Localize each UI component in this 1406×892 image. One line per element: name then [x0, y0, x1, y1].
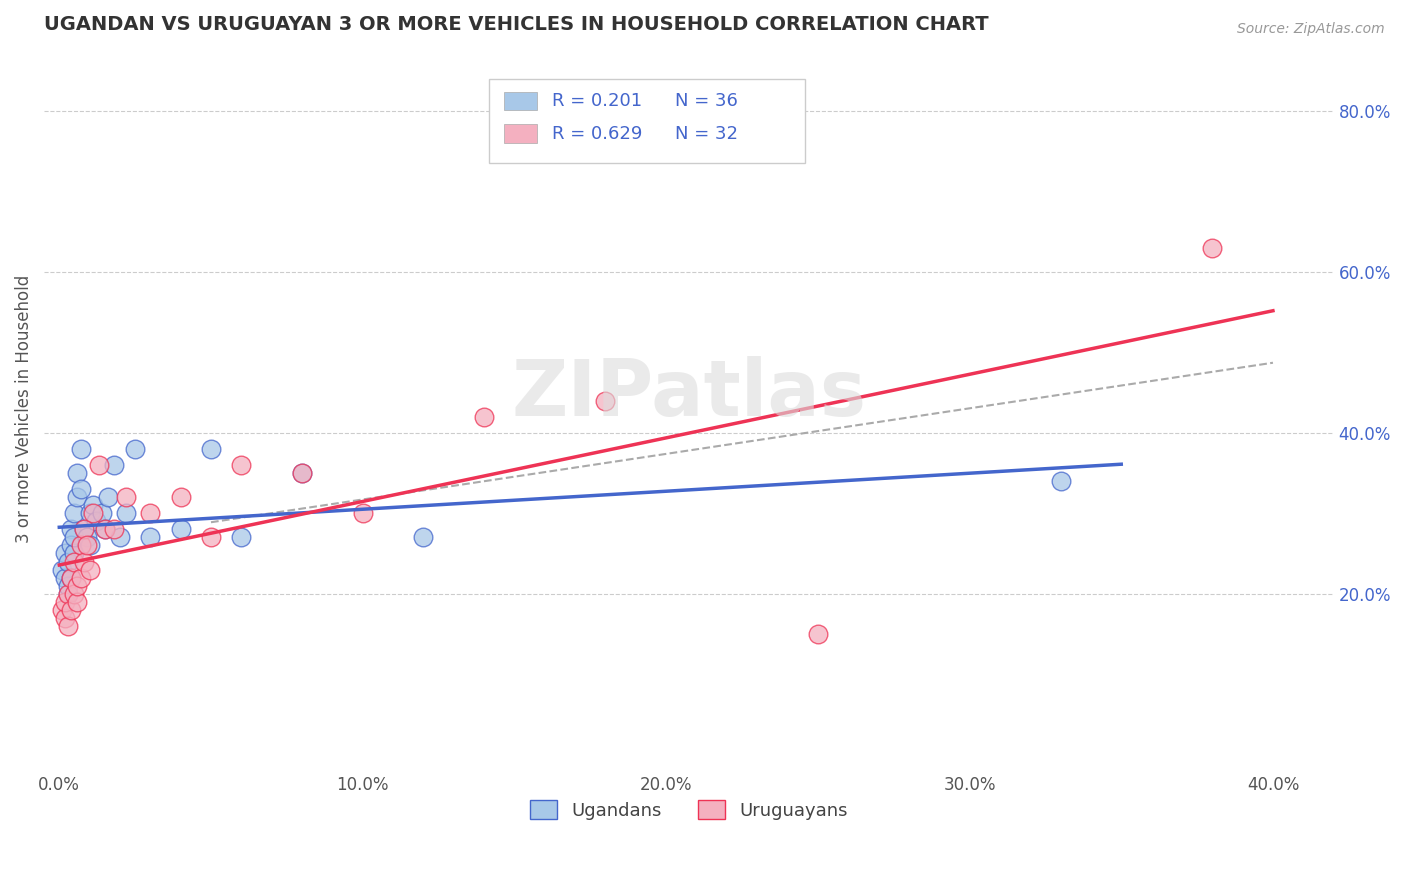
- Point: [72, 522, 94, 536]
- Point: [115, 490, 138, 504]
- Point: [807, 627, 830, 641]
- Point: [97, 490, 120, 504]
- Text: ZIPatlas: ZIPatlas: [512, 356, 866, 433]
- Point: [58, 555, 80, 569]
- Point: [53, 546, 76, 560]
- FancyBboxPatch shape: [505, 92, 537, 110]
- Point: [60, 571, 83, 585]
- Point: [72, 522, 94, 536]
- Point: [69, 442, 91, 456]
- Point: [115, 506, 138, 520]
- Point: [352, 506, 374, 520]
- Point: [108, 530, 131, 544]
- Point: [291, 466, 314, 480]
- Point: [60, 538, 83, 552]
- Point: [69, 571, 91, 585]
- Text: R = 0.201: R = 0.201: [553, 92, 643, 110]
- Point: [69, 482, 91, 496]
- Point: [90, 506, 112, 520]
- Point: [53, 611, 76, 625]
- Point: [63, 587, 86, 601]
- Point: [94, 522, 117, 536]
- Point: [53, 595, 76, 609]
- Point: [82, 506, 104, 520]
- FancyBboxPatch shape: [489, 79, 804, 162]
- Point: [51, 603, 73, 617]
- Point: [58, 587, 80, 601]
- Point: [72, 555, 94, 569]
- Point: [63, 506, 86, 520]
- Point: [76, 530, 98, 544]
- Point: [412, 530, 434, 544]
- Point: [60, 571, 83, 585]
- Legend: Ugandans, Uruguayans: Ugandans, Uruguayans: [523, 793, 855, 827]
- Text: N = 36: N = 36: [675, 92, 738, 110]
- Text: N = 32: N = 32: [675, 125, 738, 143]
- FancyBboxPatch shape: [505, 125, 537, 143]
- Point: [66, 579, 89, 593]
- Point: [58, 619, 80, 633]
- Point: [291, 466, 314, 480]
- Point: [87, 458, 110, 472]
- Point: [169, 490, 191, 504]
- Point: [60, 603, 83, 617]
- Point: [103, 522, 125, 536]
- Point: [66, 595, 89, 609]
- Point: [58, 587, 80, 601]
- Point: [63, 555, 86, 569]
- Point: [60, 522, 83, 536]
- Point: [51, 563, 73, 577]
- Point: [63, 546, 86, 560]
- Point: [84, 514, 107, 528]
- Point: [139, 506, 162, 520]
- Point: [200, 530, 222, 544]
- Point: [58, 579, 80, 593]
- Point: [231, 458, 253, 472]
- Point: [79, 538, 101, 552]
- Point: [231, 530, 253, 544]
- Point: [63, 530, 86, 544]
- Point: [1201, 241, 1223, 255]
- Point: [472, 409, 495, 424]
- Point: [69, 538, 91, 552]
- Point: [124, 442, 146, 456]
- Point: [169, 522, 191, 536]
- Text: R = 0.629: R = 0.629: [553, 125, 643, 143]
- Point: [79, 506, 101, 520]
- Point: [1049, 474, 1071, 488]
- Point: [79, 563, 101, 577]
- Point: [103, 458, 125, 472]
- Point: [200, 442, 222, 456]
- Point: [139, 530, 162, 544]
- Point: [76, 538, 98, 552]
- Point: [82, 498, 104, 512]
- Text: UGANDAN VS URUGUAYAN 3 OR MORE VEHICLES IN HOUSEHOLD CORRELATION CHART: UGANDAN VS URUGUAYAN 3 OR MORE VEHICLES …: [44, 15, 988, 34]
- Point: [94, 522, 117, 536]
- Point: [595, 393, 617, 408]
- Y-axis label: 3 or more Vehicles in Household: 3 or more Vehicles in Household: [15, 275, 32, 543]
- Point: [66, 466, 89, 480]
- Text: Source: ZipAtlas.com: Source: ZipAtlas.com: [1237, 22, 1385, 37]
- Point: [66, 490, 89, 504]
- Point: [53, 571, 76, 585]
